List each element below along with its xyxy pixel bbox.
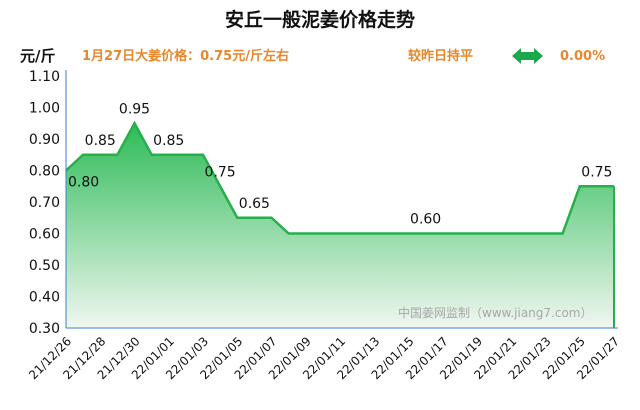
y-tick-label: 0.40 — [29, 290, 60, 306]
price-series-line — [65, 120, 614, 235]
y-tick-label: 1.10 — [29, 69, 60, 85]
y-tick-label: 0.90 — [29, 132, 60, 148]
data-label: 0.75 — [581, 164, 612, 180]
y-tick-label: 0.60 — [29, 227, 60, 243]
plot-area: 0.300.400.500.600.700.800.901.001.1021/1… — [26, 69, 622, 382]
chart-title: 安丘一般泥姜价格走势 — [225, 8, 415, 31]
price-info-text: 1月27日大姜价格：0.75元/斤左右 — [82, 48, 289, 64]
y-tick-label: 0.50 — [29, 258, 60, 274]
data-label: 0.65 — [239, 196, 270, 212]
price-area-fill — [66, 123, 614, 328]
data-label: 0.80 — [68, 175, 99, 191]
data-label: 0.85 — [85, 133, 116, 149]
y-axis-unit-label: 元/斤 — [20, 47, 55, 65]
data-label: 0.95 — [119, 101, 150, 117]
y-tick-label: 0.80 — [29, 164, 60, 180]
data-label: 0.75 — [205, 164, 236, 180]
change-percent-text: 0.00% — [560, 49, 605, 64]
change-status-text: 较昨日持平 — [408, 48, 473, 64]
y-tick-label: 0.30 — [29, 321, 60, 337]
y-tick-label: 1.00 — [29, 101, 60, 117]
data-label: 0.60 — [410, 212, 441, 228]
double-arrow-icon — [512, 48, 543, 64]
watermark-text: 中国姜网监制（www.jiang7.com） — [398, 305, 592, 320]
y-tick-label: 0.70 — [29, 195, 60, 211]
data-label: 0.85 — [153, 133, 184, 149]
